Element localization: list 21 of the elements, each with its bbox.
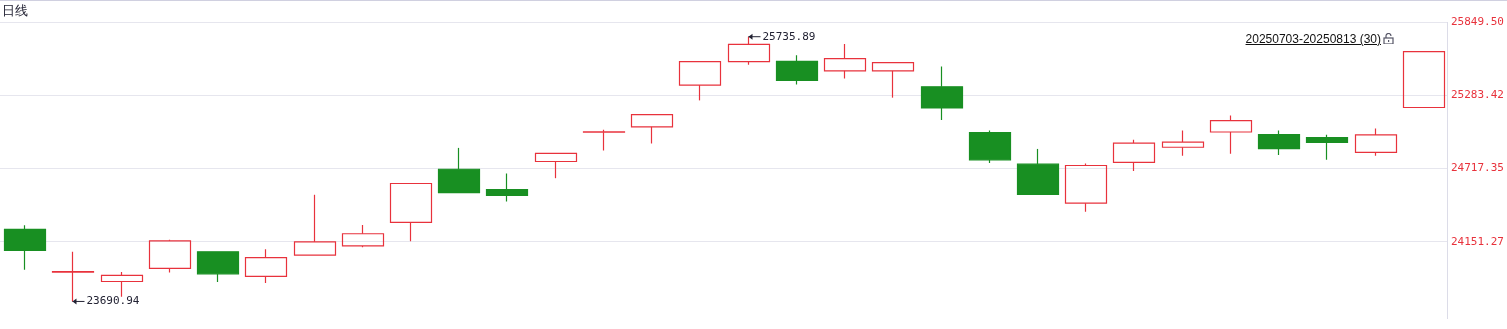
candlestick — [3, 224, 47, 271]
candlestick — [437, 147, 481, 194]
candlestick — [920, 65, 964, 121]
candlestick — [293, 194, 337, 256]
candlestick — [582, 129, 626, 152]
annotation: 20250703-20250813 (30) — [1245, 32, 1381, 46]
candlestick — [389, 182, 433, 242]
y-tick-label: 24717.35 — [1451, 161, 1504, 175]
y-tick-label: 25849.50 — [1451, 14, 1504, 28]
y-tick-label: 24151.27 — [1451, 234, 1504, 248]
candlestick — [823, 43, 867, 79]
candlestick — [1209, 114, 1253, 155]
annotation: 23690.94 — [86, 294, 140, 308]
candlestick — [1161, 129, 1205, 157]
candlestick — [100, 271, 144, 298]
candlestick — [1305, 134, 1349, 161]
candlestick — [485, 172, 529, 203]
candlestick — [871, 62, 915, 99]
y-tick-label: 25283.42 — [1451, 88, 1504, 102]
chart-title: 日线 — [2, 2, 28, 20]
annotation: 25735.89 — [762, 29, 816, 43]
